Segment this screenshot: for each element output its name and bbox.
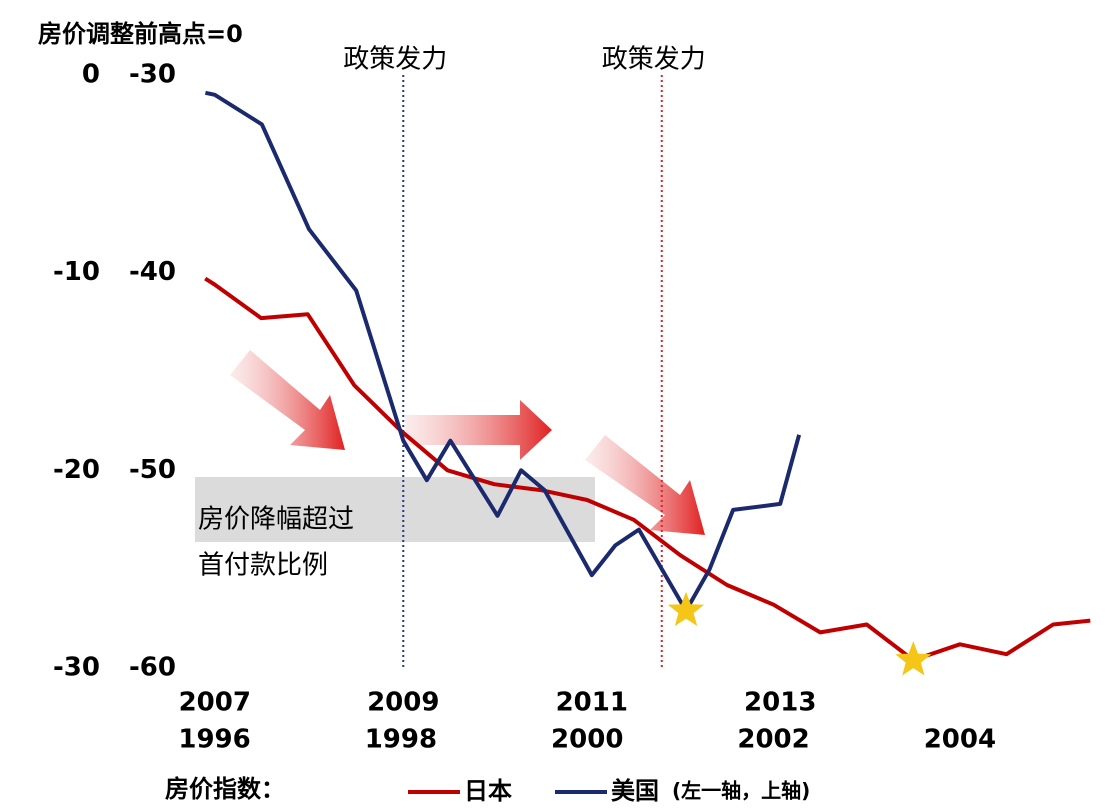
box-text: 首付款比例 bbox=[198, 551, 328, 581]
series-line bbox=[204, 276, 1091, 663]
legend-label: 房价指数： bbox=[165, 775, 285, 803]
y-tick-label: -30 bbox=[53, 653, 100, 683]
series-line bbox=[204, 90, 802, 613]
x-tick-label: 2002 bbox=[737, 725, 809, 755]
x-tick-label: 1996 bbox=[178, 725, 250, 755]
x-tick-label: 2004 bbox=[924, 725, 996, 755]
annotation: 政策发力 bbox=[602, 45, 706, 75]
y-tick-label: -10 bbox=[53, 257, 100, 287]
star-marker bbox=[895, 641, 932, 676]
x2-tick-label: 2013 bbox=[744, 688, 816, 718]
y-tick-label: -20 bbox=[53, 455, 100, 485]
arrows bbox=[230, 350, 705, 535]
y2-tick-label: -30 bbox=[129, 60, 176, 90]
x2-tick-label: 2007 bbox=[179, 688, 251, 718]
y2-tick-label: -50 bbox=[129, 455, 176, 485]
x-tick-label: 2000 bbox=[551, 725, 623, 755]
y-tick-label: 0 bbox=[82, 60, 100, 90]
star-marker bbox=[667, 591, 705, 626]
x2-tick-label: 2011 bbox=[556, 688, 628, 718]
x2-tick-label: 2009 bbox=[367, 688, 439, 718]
legend-entry: 美国 bbox=[611, 777, 659, 805]
x-tick-label: 1998 bbox=[365, 725, 437, 755]
y2-tick-label: -40 bbox=[129, 257, 176, 287]
y2-tick-label: -60 bbox=[129, 653, 176, 683]
annotation: 政策发力 bbox=[343, 45, 447, 75]
box-text: 房价降幅超过 bbox=[198, 505, 354, 535]
chart-title: 房价调整前高点=0 bbox=[38, 20, 243, 48]
legend-note: (左一轴，上轴) bbox=[672, 779, 810, 803]
legend-entry: 日本 bbox=[464, 777, 512, 805]
